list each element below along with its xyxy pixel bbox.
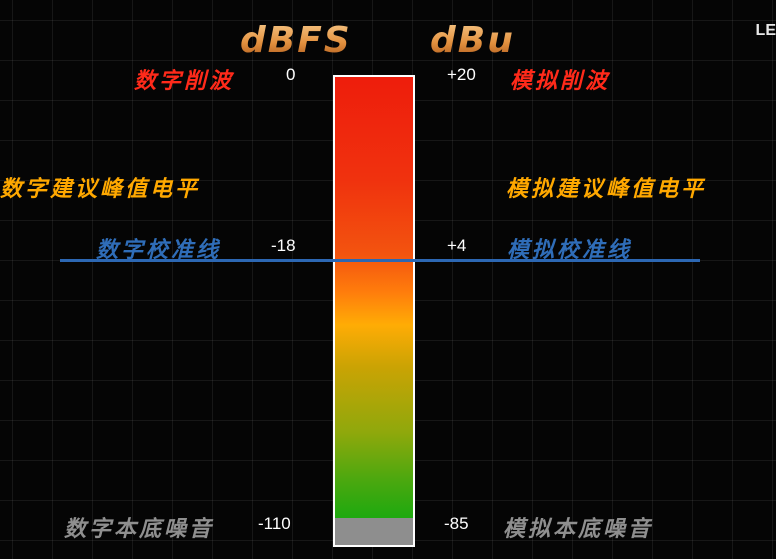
dbfs-noise-floor-value: -110: [258, 514, 291, 533]
logo: LE: [755, 22, 776, 39]
digital-noise-floor-label: 数字本底噪音: [64, 517, 215, 542]
digital-clip-label: 数字削波: [134, 69, 235, 94]
analog-noise-floor-label: 模拟本底噪音: [503, 517, 654, 542]
analog-peak-label: 模拟建议峰值电平: [506, 177, 707, 202]
dbfs-calibration-value: -18: [271, 236, 296, 255]
analog-clip-label: 模拟削波: [510, 69, 611, 94]
analog-calibration-label: 模拟校准线: [507, 238, 633, 263]
calibration-line: [60, 259, 700, 262]
noise-floor-band: [335, 518, 413, 545]
dbfs-clip-value: 0: [286, 65, 296, 84]
digital-calibration-label: 数字校准线: [96, 238, 222, 263]
dbfs-header: dBFS: [240, 20, 352, 61]
dbu-noise-floor-value: -85: [444, 514, 469, 533]
dbu-clip-value: +20: [447, 65, 476, 84]
digital-peak-label: 数字建议峰值电平: [0, 177, 201, 202]
dbu-header: dBu: [430, 20, 515, 61]
dbu-calibration-value: +4: [447, 236, 467, 255]
level-meter-bar: [333, 75, 415, 547]
